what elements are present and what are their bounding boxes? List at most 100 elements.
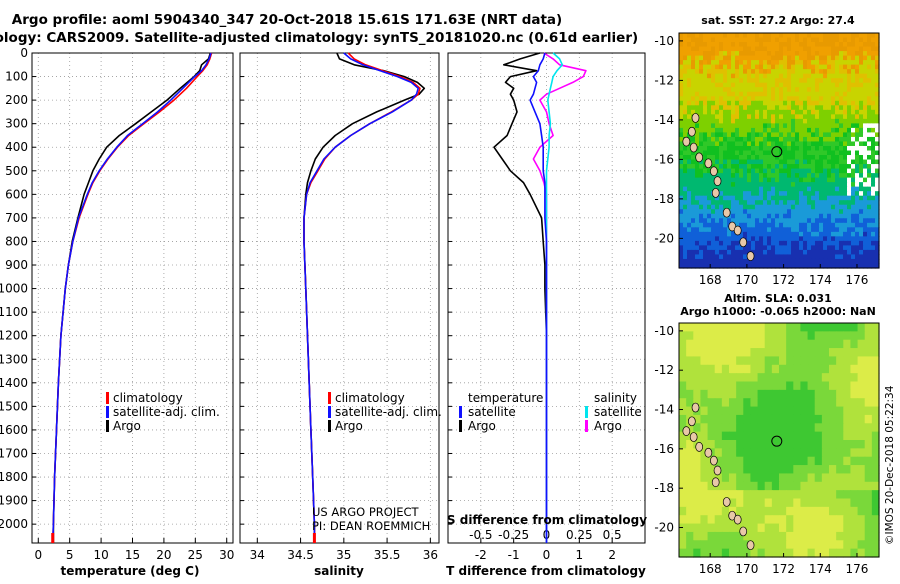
map-cell [875, 150, 880, 156]
map-cell [700, 373, 709, 383]
map-cell [775, 249, 780, 256]
map-cell [855, 249, 860, 256]
map-cell [800, 490, 809, 500]
map-cell [855, 200, 860, 206]
map-cell [719, 227, 724, 233]
map-cell [829, 331, 837, 341]
map-cell [823, 263, 828, 269]
map-cell [767, 136, 772, 143]
map-cell [795, 258, 800, 265]
depth-tick-label: 500 [5, 164, 28, 178]
map-cell [867, 182, 872, 188]
map-cell [787, 96, 792, 102]
map-cell [843, 42, 848, 48]
map-cell [811, 78, 816, 84]
map-cell [703, 227, 708, 233]
map-cell [736, 456, 744, 466]
map-cell [764, 515, 773, 525]
map-cell [807, 209, 812, 215]
map-cell [803, 64, 808, 70]
map-cell [743, 60, 748, 66]
map-cell [691, 195, 696, 201]
map-cell [875, 159, 880, 165]
map-cell [767, 191, 772, 197]
map-cell [814, 448, 823, 458]
map-cell [691, 78, 696, 84]
map-cell [863, 200, 868, 206]
map-cell [703, 33, 708, 39]
map-cell [787, 127, 792, 134]
map-cell [819, 191, 824, 197]
map-cell [823, 182, 828, 188]
map-cell [743, 123, 748, 129]
map-cell [867, 191, 872, 197]
map-cell [875, 155, 880, 161]
map-cell [851, 245, 856, 251]
map-cell [687, 222, 692, 228]
map-cell [867, 96, 872, 102]
map-cell [855, 78, 860, 84]
map-cell [731, 123, 736, 129]
map-cell [743, 263, 748, 269]
map-cell [707, 398, 716, 408]
map-cell [747, 105, 752, 111]
map-cell [850, 490, 859, 500]
map-cell [827, 245, 832, 251]
map-cell [783, 159, 788, 165]
map-cell [857, 398, 866, 408]
map-cell [807, 127, 812, 134]
map-cell [851, 42, 856, 48]
map-cell [715, 222, 720, 228]
map-cell [835, 145, 840, 152]
map-cell [771, 159, 776, 165]
sst-map-title: sat. SST: 27.2 Argo: 27.4 [701, 14, 855, 27]
map-cell [767, 114, 772, 120]
map-cell [703, 249, 708, 256]
map-cell [779, 96, 784, 102]
map-cell [727, 114, 732, 120]
map-cell [771, 155, 776, 161]
map-cell [767, 96, 772, 102]
map-cell [836, 498, 844, 508]
map-cell [757, 490, 766, 500]
map-cell [827, 182, 832, 188]
map-cell [839, 78, 844, 84]
map-cell [857, 440, 866, 449]
map-cell [843, 231, 848, 237]
map-cell [799, 263, 804, 269]
map-cell [783, 168, 788, 174]
map-cell [851, 136, 856, 143]
map-cell [847, 145, 852, 152]
map-cell [855, 46, 860, 52]
map-cell [736, 465, 744, 475]
map-cell [815, 91, 820, 97]
map-cell [767, 254, 772, 260]
x-tick-label: 0 [34, 548, 42, 562]
map-cell [727, 155, 732, 161]
map-cell [714, 381, 723, 391]
map-cell [807, 236, 812, 242]
map-cell [687, 195, 692, 201]
map-cell [731, 164, 736, 170]
map-cell [767, 263, 772, 269]
map-cell [779, 141, 784, 147]
map-cell [771, 473, 780, 483]
map-cell [715, 127, 720, 134]
map-cell [743, 331, 752, 341]
map-cell [711, 78, 716, 84]
map-cell [839, 100, 844, 106]
map-cell [750, 348, 759, 358]
map-cell [787, 123, 792, 129]
map-cell [795, 177, 800, 183]
map-cell [763, 245, 768, 251]
map-cell [751, 64, 756, 70]
map-cell [855, 123, 860, 129]
map-cell [743, 164, 748, 170]
map-cell [687, 209, 692, 215]
map-cell [735, 132, 740, 138]
map-cell [714, 423, 723, 433]
map-cell [721, 356, 730, 366]
map-cell [787, 222, 792, 228]
map-cell [763, 213, 768, 219]
map-cell [707, 406, 716, 416]
